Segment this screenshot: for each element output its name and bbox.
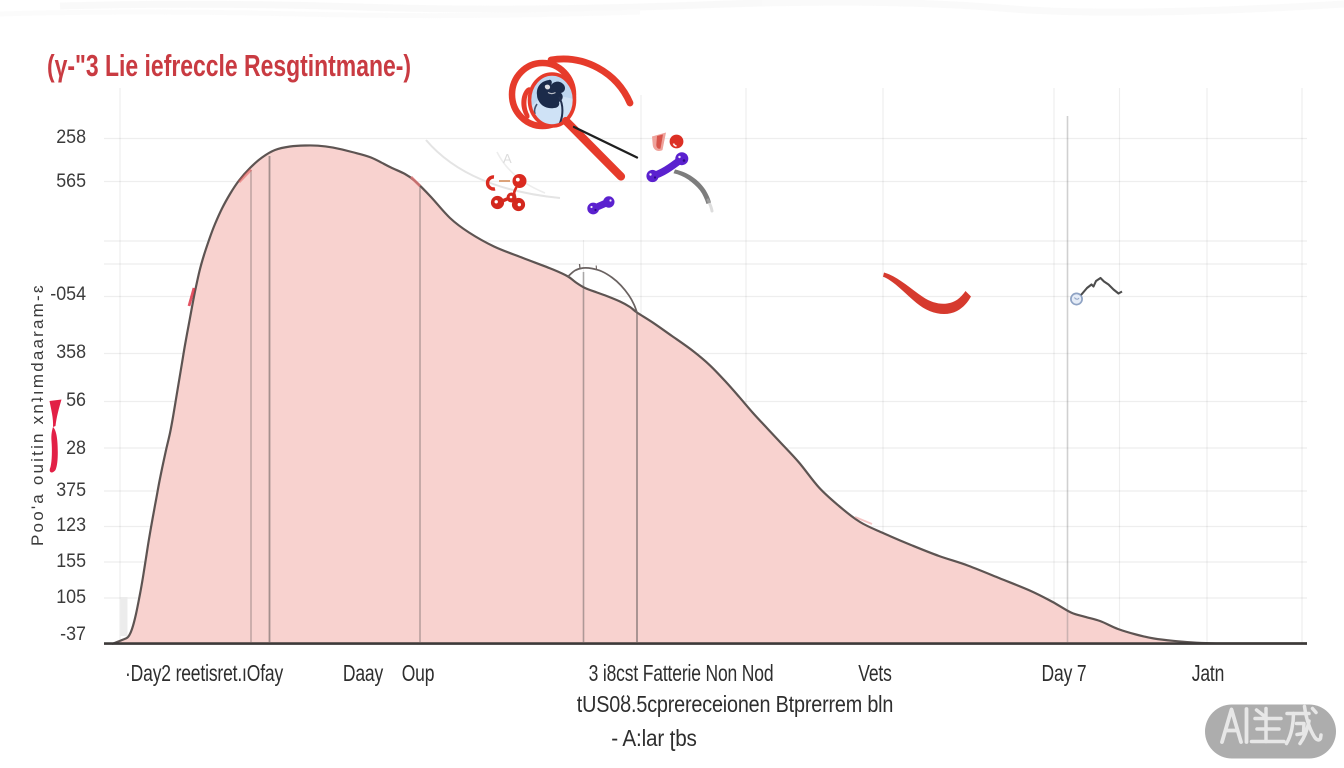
svg-text:A: A bbox=[503, 151, 512, 166]
